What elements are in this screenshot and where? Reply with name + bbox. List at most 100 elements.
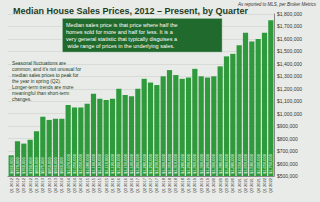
svg-text:$1,650,000: $1,650,000	[262, 153, 267, 174]
svg-text:$1,050,000: $1,050,000	[72, 153, 77, 174]
svg-text:Q2 2022: Q2 2022	[268, 177, 273, 193]
svg-text:Q4 2017: Q4 2017	[154, 177, 159, 193]
svg-text:$1,600,000: $1,600,000	[256, 153, 261, 174]
svg-text:$700,000: $700,000	[277, 148, 298, 154]
svg-text:$1,400,000: $1,400,000	[277, 61, 302, 67]
svg-text:Q1 2019: Q1 2019	[186, 177, 191, 193]
svg-text:Q3 2018: Q3 2018	[173, 177, 178, 193]
svg-text:$1,200,000: $1,200,000	[277, 86, 302, 92]
svg-text:$1,480,000: $1,480,000	[230, 153, 235, 174]
svg-text:$1,310,000: $1,310,000	[173, 153, 178, 174]
svg-text:Q4 2020: Q4 2020	[230, 177, 235, 193]
svg-text:$1,380,000: $1,380,000	[218, 153, 223, 174]
svg-text:Q4 2018: Q4 2018	[180, 177, 185, 193]
svg-text:$1,300,000: $1,300,000	[199, 153, 204, 174]
svg-text:Q2 2013: Q2 2013	[40, 177, 45, 193]
svg-text:$1,300,000: $1,300,000	[161, 153, 166, 174]
svg-text:Q1 2013: Q1 2013	[34, 177, 39, 193]
svg-text:$1,750,000: $1,750,000	[268, 153, 273, 174]
svg-text:Q4 2014: Q4 2014	[78, 177, 83, 193]
svg-text:$760,000: $760,000	[21, 157, 26, 174]
svg-text:$1,600,000: $1,600,000	[277, 36, 302, 42]
svg-text:Q3 2014: Q3 2014	[72, 177, 77, 193]
svg-text:Q4 2019: Q4 2019	[205, 177, 210, 193]
svg-text:very general statistic that ty: very general statistic that typically di…	[66, 36, 178, 42]
svg-text:$1,650,000: $1,650,000	[243, 153, 248, 174]
svg-text:common, and it's not unusual f: common, and it's not unusual for	[12, 67, 83, 72]
svg-text:$790,000: $790,000	[28, 157, 33, 174]
svg-text:$1,160,000: $1,160,000	[91, 153, 96, 174]
svg-text:Q4 2016: Q4 2016	[129, 177, 134, 193]
svg-text:$1,460,000: $1,460,000	[224, 153, 229, 174]
svg-text:$1,070,000: $1,070,000	[66, 153, 71, 174]
svg-text:$779,000: $779,000	[15, 157, 20, 174]
svg-text:Q3 2019: Q3 2019	[199, 177, 204, 193]
svg-text:$950,000: $950,000	[47, 157, 52, 174]
svg-text:$666,000: $666,000	[9, 157, 14, 174]
svg-text:Q1 2022: Q1 2022	[262, 177, 267, 193]
svg-text:median sales prices to peak fo: median sales prices to peak for	[12, 73, 80, 78]
svg-text:changes.: changes.	[12, 97, 31, 102]
svg-text:Q1 2015: Q1 2015	[85, 177, 90, 193]
svg-text:Q3 2015: Q3 2015	[97, 177, 102, 193]
svg-text:Q4 2021: Q4 2021	[256, 177, 261, 193]
svg-text:$1,200,000: $1,200,000	[135, 153, 140, 174]
svg-text:$900,000: $900,000	[277, 123, 298, 129]
svg-text:$1,080,000: $1,080,000	[85, 153, 90, 174]
svg-text:$1,300,000: $1,300,000	[277, 73, 302, 79]
svg-text:homes sold for more and half f: homes sold for more and half for less. I…	[66, 29, 174, 35]
svg-text:$1,290,000: $1,290,000	[205, 153, 210, 174]
svg-text:Q2 2017: Q2 2017	[142, 177, 147, 193]
svg-text:$1,800,000: $1,800,000	[277, 11, 302, 17]
svg-text:$960,000: $960,000	[59, 157, 64, 174]
svg-text:Seasonal fluctuations are: Seasonal fluctuations are	[12, 61, 67, 66]
svg-text:$1,230,000: $1,230,000	[154, 153, 159, 174]
svg-text:$1,550,000: $1,550,000	[237, 153, 242, 174]
svg-text:$1,280,000: $1,280,000	[180, 153, 185, 174]
svg-text:Q1 2017: Q1 2017	[135, 177, 140, 193]
svg-text:Q3 2012: Q3 2012	[21, 177, 26, 193]
svg-text:Q4 2015: Q4 2015	[104, 177, 109, 193]
svg-text:$1,700,000: $1,700,000	[277, 23, 302, 29]
svg-text:Q2 2012: Q2 2012	[15, 177, 20, 193]
svg-text:Q4 2013: Q4 2013	[53, 177, 58, 193]
svg-text:$960,000: $960,000	[53, 157, 58, 174]
svg-text:$1,500,000: $1,500,000	[277, 48, 302, 54]
svg-text:As reported to MLS, per Broker: As reported to MLS, per Broker Metrics	[237, 2, 317, 7]
svg-text:$1,250,000: $1,250,000	[148, 153, 153, 174]
svg-text:Q2 2020: Q2 2020	[218, 177, 223, 193]
svg-text:$800,000: $800,000	[277, 136, 298, 142]
svg-text:$1,150,000: $1,150,000	[123, 153, 128, 174]
svg-text:wide range of prices in the un: wide range of prices in the underlying s…	[66, 43, 175, 49]
svg-text:$1,290,000: $1,290,000	[186, 153, 191, 174]
svg-text:$1,200,000: $1,200,000	[116, 153, 121, 174]
svg-text:$975,000: $975,000	[40, 157, 45, 174]
svg-text:Q1 2020: Q1 2020	[211, 177, 216, 193]
svg-text:$1,120,000: $1,120,000	[110, 153, 115, 174]
svg-text:$1,000,000: $1,000,000	[277, 111, 302, 117]
svg-text:Q3 2017: Q3 2017	[148, 177, 153, 193]
svg-text:Q4 2012: Q4 2012	[28, 177, 33, 193]
svg-text:$1,580,000: $1,580,000	[249, 153, 254, 174]
svg-text:Q3 2016: Q3 2016	[123, 177, 128, 193]
svg-text:Q3 2021: Q3 2021	[249, 177, 254, 193]
svg-text:Longer-term trends are more: Longer-term trends are more	[12, 85, 75, 90]
svg-text:Q2 2015: Q2 2015	[91, 177, 96, 193]
svg-text:Q2 2016: Q2 2016	[116, 177, 121, 193]
svg-text:Q1 2012: Q1 2012	[9, 177, 14, 193]
svg-text:Median sales price is that pri: Median sales price is that price where h…	[66, 22, 179, 28]
svg-text:$1,140,000: $1,140,000	[129, 153, 134, 174]
svg-text:Q2 2019: Q2 2019	[192, 177, 197, 193]
svg-text:Q2 2018: Q2 2018	[167, 177, 172, 193]
svg-text:$1,300,000: $1,300,000	[211, 153, 216, 174]
svg-text:Q1 2014: Q1 2014	[59, 177, 64, 193]
svg-text:$1,100,000: $1,100,000	[277, 98, 302, 104]
svg-text:$1,280,000: $1,280,000	[142, 153, 147, 174]
svg-text:Q1 2018: Q1 2018	[161, 177, 166, 193]
svg-text:Q2 2021: Q2 2021	[243, 177, 248, 193]
svg-text:$860,000: $860,000	[34, 157, 39, 174]
svg-text:Median House Sales Prices, 201: Median House Sales Prices, 2012 – Presen…	[13, 6, 249, 16]
svg-text:Q1 2016: Q1 2016	[110, 177, 115, 193]
svg-text:$1,350,000: $1,350,000	[167, 153, 172, 174]
svg-text:the year in spring (Q2).: the year in spring (Q2).	[12, 79, 62, 84]
